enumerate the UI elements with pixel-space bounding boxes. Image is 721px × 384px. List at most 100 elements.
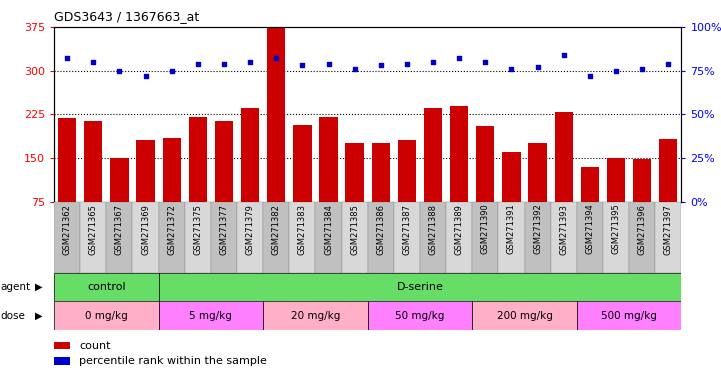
Bar <box>58 118 76 245</box>
Text: GSM271385: GSM271385 <box>350 204 359 255</box>
Text: 500 mg/kg: 500 mg/kg <box>601 311 657 321</box>
Text: GSM271379: GSM271379 <box>246 204 255 255</box>
Bar <box>472 301 577 330</box>
Bar <box>577 301 681 330</box>
Bar <box>655 202 681 273</box>
Bar <box>315 202 342 273</box>
Text: 50 mg/kg: 50 mg/kg <box>395 311 445 321</box>
Point <box>140 73 151 79</box>
Point <box>270 55 282 61</box>
Bar <box>398 141 416 245</box>
Point <box>401 61 412 67</box>
Bar <box>319 117 337 245</box>
Text: dose: dose <box>1 311 26 321</box>
Text: ▶: ▶ <box>35 311 42 321</box>
Bar <box>342 202 368 273</box>
Text: GSM271362: GSM271362 <box>63 204 71 255</box>
Text: GSM271387: GSM271387 <box>402 204 412 255</box>
Bar <box>577 202 603 273</box>
Text: ▶: ▶ <box>35 282 42 292</box>
Bar <box>215 121 233 245</box>
Point <box>166 68 177 74</box>
Bar <box>629 202 655 273</box>
Text: 20 mg/kg: 20 mg/kg <box>291 311 340 321</box>
Point <box>114 68 125 74</box>
Bar <box>110 158 128 245</box>
Point <box>192 61 203 67</box>
Bar <box>554 113 573 245</box>
Text: GSM271389: GSM271389 <box>455 204 464 255</box>
Bar <box>54 342 70 349</box>
Bar <box>371 143 390 245</box>
Text: GDS3643 / 1367663_at: GDS3643 / 1367663_at <box>54 10 199 23</box>
Bar <box>503 152 521 245</box>
Point <box>428 59 439 65</box>
Point <box>296 62 308 68</box>
Text: control: control <box>87 282 125 292</box>
Bar <box>159 202 185 273</box>
Text: GSM271367: GSM271367 <box>115 204 124 255</box>
Text: GSM271377: GSM271377 <box>219 204 229 255</box>
Point <box>584 73 596 79</box>
Bar <box>420 202 446 273</box>
Point <box>218 61 230 67</box>
Point <box>349 66 360 72</box>
Bar <box>498 202 524 273</box>
Point <box>323 61 335 67</box>
Text: GSM271395: GSM271395 <box>611 204 621 255</box>
Bar <box>80 202 107 273</box>
Bar <box>54 357 70 365</box>
Text: 200 mg/kg: 200 mg/kg <box>497 311 552 321</box>
Bar <box>368 202 394 273</box>
Bar <box>524 202 551 273</box>
Text: GSM271390: GSM271390 <box>481 204 490 255</box>
Bar <box>580 167 599 245</box>
Bar <box>263 202 289 273</box>
Bar <box>263 301 368 330</box>
Text: percentile rank within the sample: percentile rank within the sample <box>79 356 267 366</box>
Bar <box>446 202 472 273</box>
Bar <box>633 159 651 245</box>
Point <box>663 61 674 67</box>
Bar <box>472 202 498 273</box>
Bar <box>293 125 311 245</box>
Bar <box>450 106 469 245</box>
Bar <box>528 143 547 245</box>
Point <box>610 68 622 74</box>
Point <box>61 55 73 61</box>
Text: count: count <box>79 341 110 351</box>
Text: GSM271372: GSM271372 <box>167 204 176 255</box>
Text: GSM271375: GSM271375 <box>193 204 203 255</box>
Text: 0 mg/kg: 0 mg/kg <box>85 311 128 321</box>
Text: GSM271392: GSM271392 <box>533 204 542 255</box>
Text: GSM271396: GSM271396 <box>637 204 647 255</box>
Text: GSM271391: GSM271391 <box>507 204 516 255</box>
Bar <box>345 143 364 245</box>
Text: 5 mg/kg: 5 mg/kg <box>190 311 232 321</box>
Bar <box>54 202 80 273</box>
Point <box>532 64 544 70</box>
Bar <box>84 121 102 245</box>
Bar <box>237 202 263 273</box>
Text: GSM271388: GSM271388 <box>428 204 438 255</box>
Text: GSM271365: GSM271365 <box>89 204 98 255</box>
Point <box>454 55 465 61</box>
Bar <box>659 139 678 245</box>
Bar <box>159 273 681 301</box>
Text: D-serine: D-serine <box>397 282 443 292</box>
Bar <box>476 126 495 245</box>
Bar <box>289 202 316 273</box>
Text: GSM271393: GSM271393 <box>559 204 568 255</box>
Bar <box>211 202 237 273</box>
Bar <box>133 202 159 273</box>
Bar <box>162 137 181 245</box>
Text: GSM271394: GSM271394 <box>585 204 594 255</box>
Text: GSM271386: GSM271386 <box>376 204 385 255</box>
Bar <box>54 301 159 330</box>
Text: agent: agent <box>1 282 31 292</box>
Text: GSM271383: GSM271383 <box>298 204 307 255</box>
Bar <box>107 202 133 273</box>
Bar <box>424 108 442 245</box>
Bar <box>267 27 286 245</box>
Point <box>244 59 256 65</box>
